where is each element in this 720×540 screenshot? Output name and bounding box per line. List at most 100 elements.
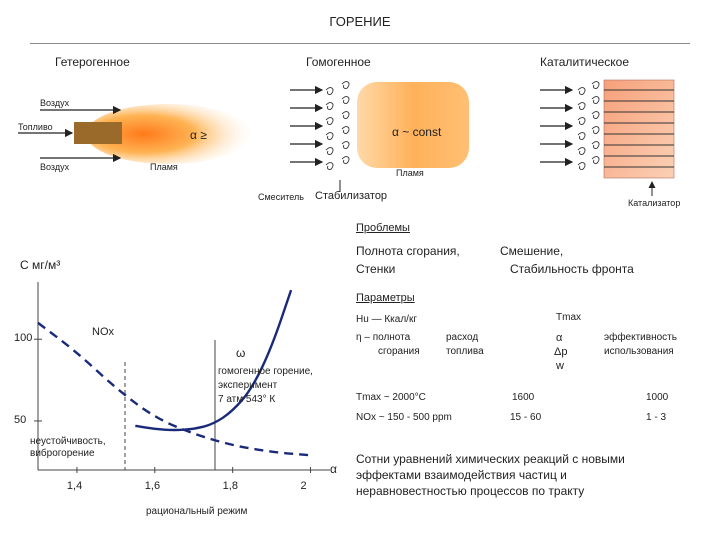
x-axis-label: α (330, 462, 337, 476)
stabilizer-label: Стабилизатор (315, 190, 388, 202)
series-nox-line (37, 321, 311, 457)
stabilizer-swirl (325, 162, 334, 170)
y-tick-label: 50 (14, 413, 27, 426)
parameters-heading: Параметры (356, 292, 415, 304)
air-top-label: Воздух (40, 98, 70, 108)
series-label-nox: NOx (92, 326, 114, 338)
row-tmax-col3: 1000 (646, 392, 669, 403)
param-hu: Hu — Ккал/кг (356, 314, 417, 325)
catalytic-swirl (577, 87, 586, 95)
page-title: ГОРЕНИЕ (329, 14, 391, 29)
catalytic-swirl (591, 96, 600, 104)
air-bottom-label: Воздух (40, 162, 70, 172)
x-tick-label: 2 (300, 480, 307, 492)
heterogeneous-diagram (18, 104, 250, 164)
catalytic-swirl (577, 147, 586, 155)
stabilizer-swirl (341, 111, 350, 119)
emission-chart (34, 282, 330, 473)
fuel-label: Топливо (18, 122, 53, 132)
annotation-instability-2: виброгорение (30, 448, 95, 459)
catalytic-diagram (540, 79, 675, 196)
row-nox-label: NOx ~ 150 - 500 ppm (356, 412, 452, 423)
heading-homogeneous: Гомогенное (306, 55, 371, 69)
param-consumption-1: расход (446, 332, 479, 343)
catalytic-swirl (591, 111, 600, 119)
heterogeneous-flame (86, 104, 250, 164)
param-efficiency-2: использования (604, 346, 674, 357)
row-tmax-col2: 1600 (512, 392, 535, 403)
param-eta-def-1: полнота (372, 332, 411, 343)
problem-left-1: Полнота сгорания, (356, 244, 460, 258)
homogeneous-diagram (290, 81, 469, 192)
mixer-arrows (290, 85, 324, 167)
annotation-experiment-2: эксперимент (218, 380, 278, 391)
param-eta: η – полнота (356, 332, 411, 343)
param-tmax: Tmax (556, 312, 581, 323)
annotation-experiment-1: гомогенное горение, (218, 366, 313, 377)
footnote-line-3: неравновестностью процессов по тракту (356, 484, 585, 498)
annotation-rational: рациональный режим (146, 506, 248, 517)
catalyst-channels (604, 89, 674, 168)
param-eta-def-2: сгорания (378, 346, 420, 357)
catalytic-swirl (591, 81, 600, 89)
catalytic-arrows (540, 85, 574, 167)
catalytic-swirl (577, 162, 586, 170)
catalytic-swirl (577, 102, 586, 110)
stabilizer-swirls (325, 81, 350, 170)
alpha-const-label: α ~ const (392, 125, 442, 139)
x-tick-label: 1,8 (222, 480, 238, 492)
catalytic-swirl (577, 117, 586, 125)
series-omega-line (135, 289, 293, 432)
stabilizer-swirl (341, 81, 350, 89)
param-hu-def: Ккал/кг (384, 314, 417, 325)
param-w: w (556, 360, 564, 372)
param-hu-symbol: Hu (356, 314, 369, 325)
stabilizer-swirl (325, 102, 334, 110)
catalytic-swirls (577, 81, 600, 170)
mixer-label: Смеситель (258, 192, 304, 202)
catalyst-block (603, 79, 675, 179)
problem-right-1: Смешение, (500, 244, 564, 258)
footnote-line-1: Сотни уравнений химических реакций с нов… (356, 452, 625, 466)
annotation-experiment-3: 7 атм 543° К (218, 394, 276, 405)
catalyst-label: Катализатор (628, 198, 681, 208)
homogeneous-flame-label: Пламя (396, 168, 424, 178)
stabilizer-swirl (325, 117, 334, 125)
param-efficiency-1: эффективность (604, 332, 677, 343)
problem-right-2: Стабильность фронта (510, 262, 634, 276)
stabilizer-swirl (325, 87, 334, 95)
catalytic-swirl (591, 126, 600, 134)
param-eta-symbol: η (356, 332, 362, 343)
row-nox-col3: 1 - 3 (646, 412, 667, 423)
heterogeneous-flame-label: Пламя (150, 162, 178, 172)
heading-heterogeneous: Гетерогенное (55, 55, 130, 69)
x-tick-label: 1,6 (144, 480, 161, 492)
series-label-omega: ω (236, 346, 246, 360)
problems-heading: Проблемы (356, 222, 410, 234)
row-tmax-label: Tmax ~ 2000°C (356, 392, 426, 403)
stabilizer-swirl (325, 132, 334, 140)
catalytic-swirl (577, 132, 586, 140)
catalytic-swirl (591, 141, 600, 149)
heading-catalytic: Каталитическое (540, 55, 629, 69)
row-nox-col2: 15 - 60 (510, 412, 542, 423)
catalytic-swirl (591, 156, 600, 164)
stabilizer-swirl (341, 96, 350, 104)
stabilizer-swirl (341, 141, 350, 149)
y-axis-label: С мг/м³ (20, 258, 61, 272)
param-dp: Δp (554, 346, 568, 358)
homogeneous-flame (357, 82, 469, 168)
annotation-instability-1: неустойчивость, (30, 436, 106, 447)
problem-left-2: Стенки (356, 262, 396, 276)
param-consumption-2: топлива (446, 346, 484, 357)
stabilizer-swirl (341, 126, 350, 134)
stabilizer-swirl (325, 147, 334, 155)
param-alpha: α (556, 332, 563, 344)
y-tick-label: 100 (14, 332, 33, 345)
stabilizer-swirl (341, 156, 350, 164)
fuel-nozzle (74, 122, 122, 144)
title-divider (30, 43, 690, 44)
alpha-ge-label: α ≥ (190, 128, 207, 142)
x-tick-label: 1,4 (66, 480, 83, 492)
